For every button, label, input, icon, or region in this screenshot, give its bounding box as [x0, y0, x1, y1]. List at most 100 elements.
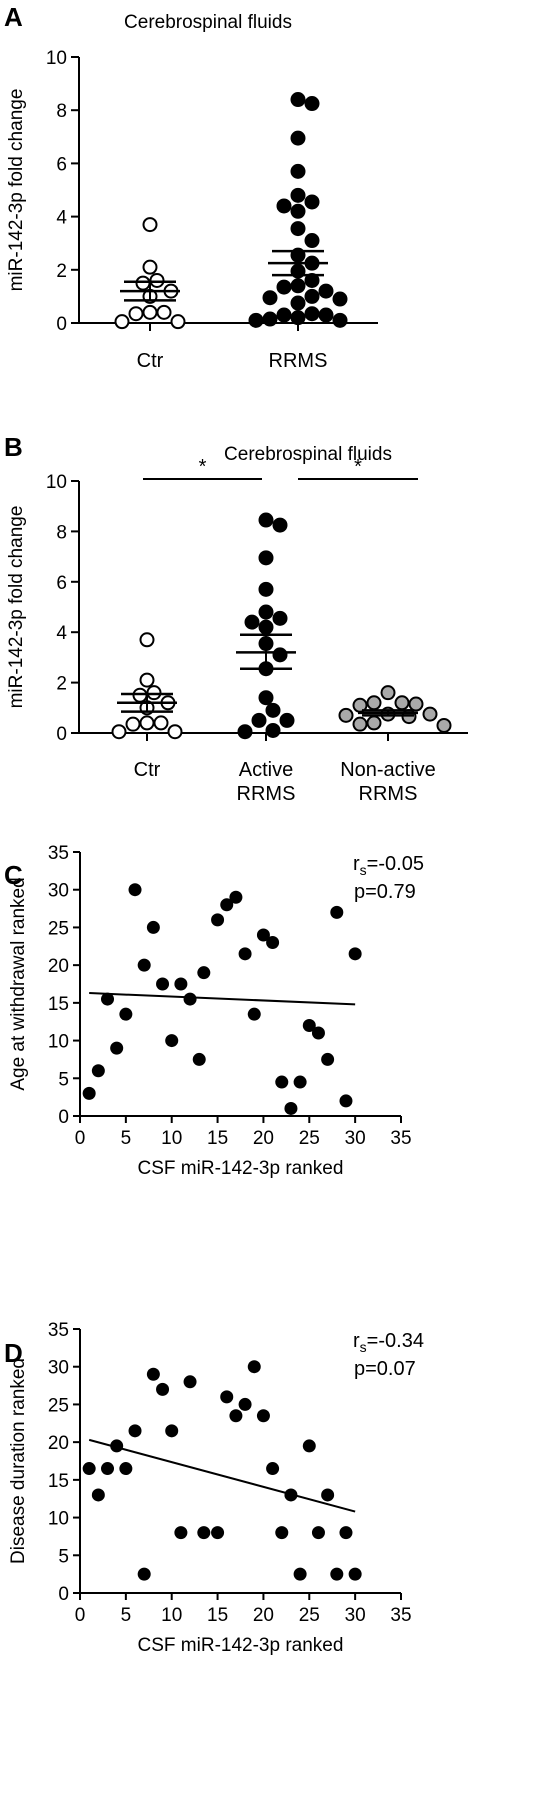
data-point [304, 233, 320, 249]
y-tick-label: 2 [56, 674, 67, 695]
data-point [258, 512, 274, 528]
data-point [142, 217, 158, 233]
y-tick-label: 0 [58, 1584, 69, 1605]
x-tick-label: 20 [253, 1605, 274, 1626]
x-tick-label: 25 [299, 1605, 320, 1626]
data-point [220, 898, 234, 912]
data-point [238, 947, 252, 961]
data-point [290, 278, 306, 294]
data-point [165, 1424, 179, 1438]
x-tick-label: 10 [161, 1605, 182, 1626]
y-tick-label: 5 [58, 1069, 69, 1090]
data-point [293, 1567, 307, 1581]
x-tick-label: 0 [75, 1605, 86, 1626]
data-point [348, 1567, 362, 1581]
data-point [318, 307, 334, 323]
data-point [137, 958, 151, 972]
data-point [128, 883, 142, 897]
data-point [91, 1488, 105, 1502]
data-point [262, 290, 278, 306]
data-point [91, 1064, 105, 1078]
data-point [229, 1409, 243, 1423]
data-point [256, 928, 270, 942]
data-point [258, 619, 274, 635]
data-point [311, 1526, 325, 1540]
y-tick-label: 4 [56, 623, 67, 644]
data-point [229, 890, 243, 904]
category-label: Ctr [134, 759, 161, 781]
data-point [146, 920, 160, 934]
data-point [262, 311, 278, 327]
y-tick-label: 35 [48, 843, 69, 864]
data-point [338, 707, 354, 723]
data-point [114, 314, 130, 330]
data-point [251, 712, 267, 728]
data-point [149, 272, 165, 288]
data-point [142, 259, 158, 275]
panel-letter-d: D [4, 1338, 23, 1368]
data-point [284, 1101, 298, 1115]
data-point [330, 1567, 344, 1581]
data-point [156, 1382, 170, 1396]
category-label: Ctr [137, 350, 164, 372]
y-tick-label: 4 [56, 208, 67, 229]
x-tick-label: 10 [161, 1128, 182, 1149]
data-point [279, 712, 295, 728]
data-point [332, 291, 348, 307]
y-tick-label: 0 [56, 724, 67, 745]
data-point [380, 685, 396, 701]
data-point [139, 632, 155, 648]
data-point [290, 203, 306, 219]
data-point [318, 283, 334, 299]
x-tick-label: 35 [390, 1605, 411, 1626]
data-point [293, 1075, 307, 1089]
correlation-coefficient: rs=-0.34 [353, 1330, 424, 1355]
data-point [111, 724, 127, 740]
data-point [197, 1526, 211, 1540]
panel-letter-b: B [4, 432, 23, 462]
data-point [290, 221, 306, 237]
data-point [101, 1462, 115, 1476]
significance-label: * [354, 456, 362, 478]
y-tick-label: 25 [48, 1395, 69, 1416]
x-tick-label: 25 [299, 1128, 320, 1149]
data-point [167, 724, 183, 740]
data-point [304, 194, 320, 210]
data-point [156, 977, 170, 991]
data-point [248, 312, 264, 328]
data-point [192, 1052, 206, 1066]
x-tick-label: 0 [75, 1128, 86, 1149]
data-point [290, 92, 306, 108]
chart-title: Cerebrospinal fluids [124, 12, 292, 33]
data-point [146, 1367, 160, 1381]
y-tick-label: 20 [48, 1433, 69, 1454]
x-tick-label: 15 [207, 1605, 228, 1626]
y-tick-label: 8 [56, 101, 67, 122]
data-point [170, 314, 186, 330]
y-tick-label: 10 [48, 1509, 69, 1530]
data-point [135, 275, 151, 291]
data-point [436, 717, 452, 733]
data-point [183, 992, 197, 1006]
data-point [139, 715, 155, 731]
data-point [272, 610, 288, 626]
data-point [276, 307, 292, 323]
data-point [394, 695, 410, 711]
x-axis-title: CSF miR-142-3p ranked [138, 1635, 344, 1656]
data-point [339, 1094, 353, 1108]
y-tick-label: 2 [56, 261, 67, 282]
data-point [156, 304, 172, 320]
significance-label: * [199, 456, 207, 478]
data-point [128, 1424, 142, 1438]
data-point [366, 695, 382, 711]
data-point [275, 1075, 289, 1089]
category-label: RRMS [269, 350, 328, 372]
data-point [348, 947, 362, 961]
y-tick-label: 0 [56, 314, 67, 335]
y-tick-label: 25 [48, 918, 69, 939]
data-point [82, 1462, 96, 1476]
data-point [272, 517, 288, 533]
category-label: Active [239, 759, 293, 781]
y-tick-label: 8 [56, 522, 67, 543]
